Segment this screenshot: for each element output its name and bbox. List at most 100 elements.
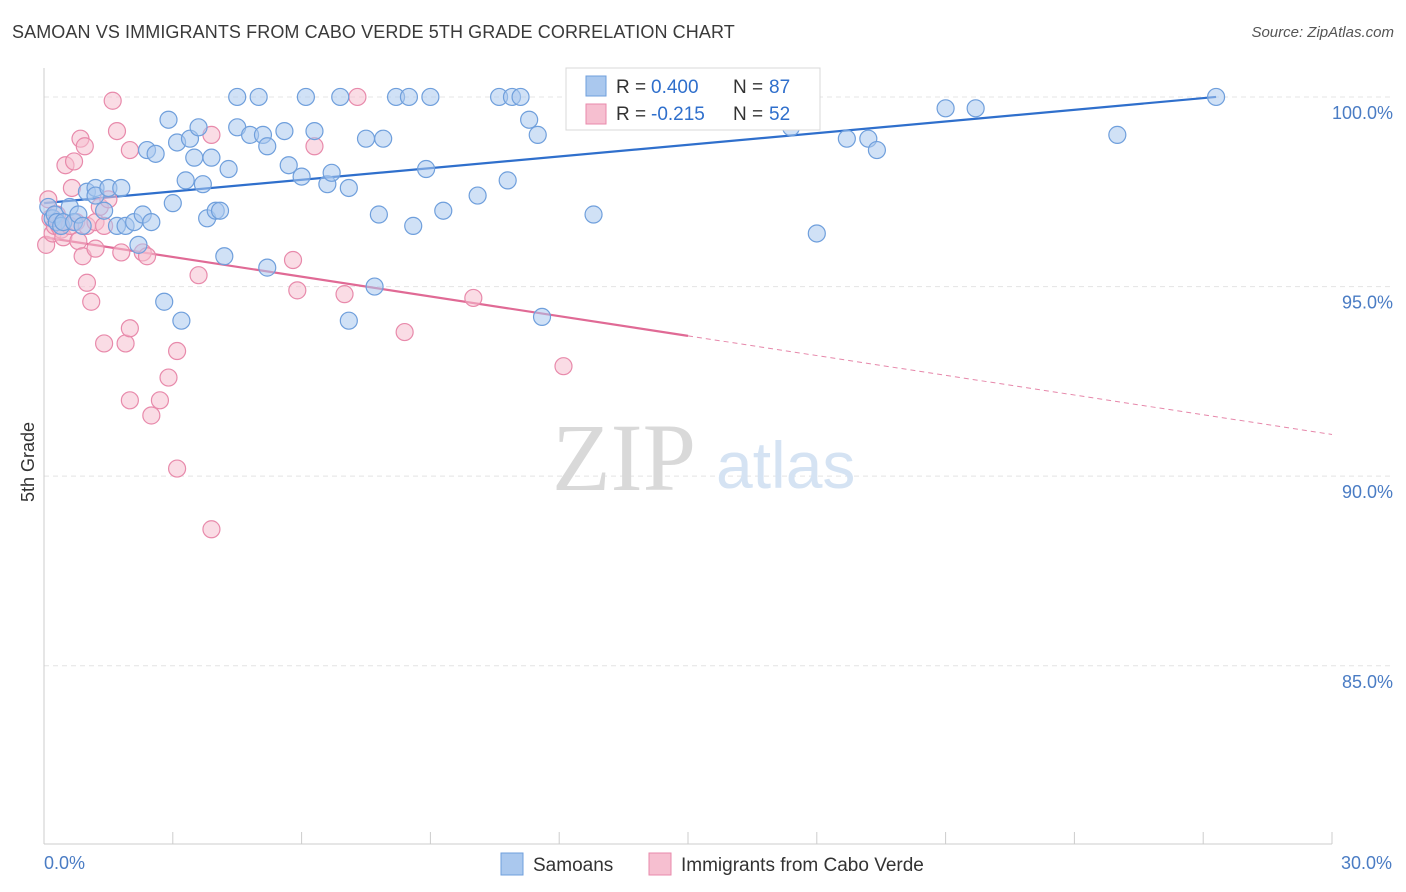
point-cabo-verde [69, 231, 88, 251]
point-samoans [421, 87, 440, 107]
point-samoans [193, 175, 212, 194]
point-samoans [322, 163, 341, 182]
point-samoans [837, 129, 856, 148]
point-samoans [215, 247, 234, 266]
trendline-cabo-verde-extension [687, 335, 1333, 435]
point-cabo-verde [189, 266, 208, 285]
point-samoans [258, 258, 277, 277]
point-samoans [468, 186, 487, 205]
point-samoans [296, 87, 315, 107]
series-legend: Samoans Immigrants from Cabo Verde [500, 852, 924, 876]
point-cabo-verde [82, 292, 101, 311]
point-cabo-verde [348, 87, 367, 107]
point-samoans [258, 137, 277, 156]
point-samoans [112, 178, 131, 198]
stats-legend-r-value-1: 0.400 [651, 77, 699, 98]
point-samoans [155, 292, 174, 311]
point-samoans [807, 224, 826, 243]
stats-legend-r-label-1: R = [616, 77, 646, 98]
point-samoans [129, 235, 148, 254]
point-samoans [369, 205, 388, 224]
stats-legend-n-value-2: 52 [769, 104, 790, 125]
y-axis-title: 5th Grade [18, 422, 38, 502]
point-samoans [275, 121, 294, 141]
series-legend-swatch-samoans [500, 852, 524, 876]
point-samoans [399, 87, 419, 107]
point-cabo-verde [167, 341, 187, 361]
stats-legend-r-label-2: R = [616, 104, 646, 125]
point-cabo-verde [75, 137, 94, 156]
watermark-atlas: atlas [716, 428, 855, 502]
y-tick-labels: 85.0% 90.0% 95.0% 100.0% [1332, 103, 1393, 692]
point-cabo-verde [283, 250, 303, 270]
point-cabo-verde [95, 334, 114, 353]
point-samoans [966, 99, 985, 118]
point-cabo-verde [107, 121, 127, 141]
trendline-samoans [43, 95, 1217, 205]
point-cabo-verde [150, 391, 170, 410]
point-cabo-verde [62, 178, 82, 198]
x-tick-label-max: 30.0% [1341, 853, 1392, 873]
point-cabo-verde [335, 285, 354, 304]
point-samoans [142, 212, 161, 232]
watermark-zip: ZIP [552, 404, 696, 511]
watermark: ZIP atlas [552, 404, 855, 511]
point-samoans [163, 194, 182, 213]
point-cabo-verde [120, 140, 139, 160]
point-cabo-verde [554, 357, 573, 376]
series-legend-label-samoans: Samoans [533, 855, 613, 876]
point-cabo-verde [464, 288, 483, 308]
point-samoans [339, 311, 358, 330]
y-tick-label: 95.0% [1342, 293, 1393, 313]
point-cabo-verde [305, 137, 324, 156]
point-samoans [146, 144, 165, 163]
point-cabo-verde [167, 459, 187, 478]
trend-lines [43, 95, 1333, 435]
point-samoans [1206, 87, 1226, 107]
point-cabo-verde [395, 322, 414, 342]
chart-source: Source: ZipAtlas.com [1251, 24, 1394, 41]
point-samoans [356, 129, 376, 148]
point-samoans [404, 216, 423, 235]
point-cabo-verde [116, 334, 135, 353]
point-cabo-verde [86, 239, 105, 258]
point-samoans [73, 216, 92, 235]
point-samoans [202, 148, 221, 167]
point-samoans [365, 277, 384, 296]
point-samoans [417, 159, 436, 179]
point-samoans [528, 125, 547, 144]
point-samoans [520, 110, 539, 129]
chart-title: SAMOAN VS IMMIGRANTS FROM CABO VERDE 5TH… [12, 22, 735, 42]
y-tick-label: 100.0% [1332, 103, 1393, 123]
point-samoans [532, 307, 552, 327]
point-samoans [434, 201, 453, 220]
y-tick-label: 90.0% [1342, 482, 1393, 502]
point-samoans [339, 178, 358, 198]
point-samoans [305, 121, 324, 141]
point-cabo-verde [120, 319, 139, 338]
series-legend-label-cabo-verde: Immigrants from Cabo Verde [681, 855, 924, 876]
point-samoans [584, 205, 603, 224]
point-samoans [176, 171, 195, 190]
point-samoans [1108, 125, 1127, 144]
stats-legend-box [565, 67, 821, 131]
stats-legend-swatch-pink [585, 103, 607, 125]
y-tick-label: 85.0% [1342, 672, 1393, 692]
x-tick-label-min: 0.0% [44, 853, 85, 873]
gridlines [44, 96, 1394, 667]
point-cabo-verde [64, 152, 84, 171]
point-cabo-verde [77, 273, 97, 292]
point-samoans [219, 159, 238, 179]
point-cabo-verde [288, 281, 307, 300]
point-samoans [498, 171, 517, 190]
point-samoans [185, 148, 204, 167]
point-cabo-verde [103, 91, 122, 110]
point-samoans [95, 201, 114, 220]
x-tick-labels: 0.0% 30.0% [44, 853, 1392, 873]
point-samoans [374, 129, 393, 148]
point-samoans [292, 167, 311, 186]
point-samoans [249, 87, 268, 107]
stats-legend-r-value-2: -0.215 [651, 104, 705, 125]
point-samoans [331, 87, 350, 107]
